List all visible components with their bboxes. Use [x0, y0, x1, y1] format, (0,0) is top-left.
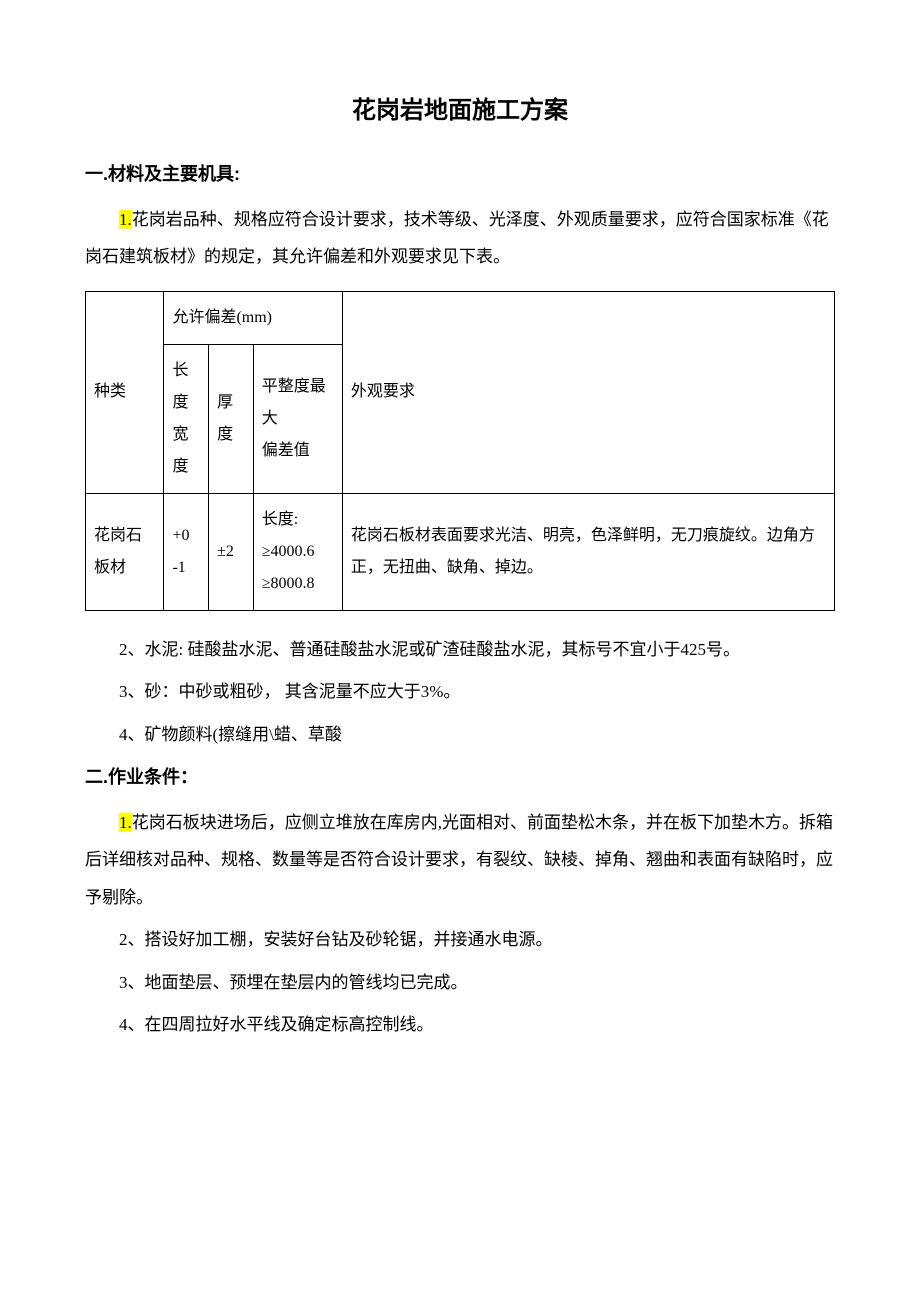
table-cell: +0 -1 — [164, 493, 209, 610]
section-1-item-1: 1.花岗岩品种、规格应符合设计要求，技术等级、光泽度、外观质量要求，应符合国家标… — [85, 201, 835, 276]
cell-text: 长度: — [262, 511, 298, 528]
table-cell: 长度: ≥4000.6 ≥8000.8 — [253, 493, 342, 610]
highlight-marker: 1. — [119, 210, 132, 229]
cell-text: 平整度最大 — [262, 378, 326, 427]
cell-text: -1 — [172, 559, 185, 576]
section-1-item-3: 3、砂：中砂或粗砂， 其含泥量不应大于3%。 — [85, 673, 835, 710]
section-2-item-1-text: 花岗石板块进场后，应侧立堆放在库房内,光面相对、前面垫松木条，并在板下加垫木方。… — [85, 813, 833, 907]
highlight-marker: 1. — [119, 813, 132, 832]
table-cell: ±2 — [209, 493, 254, 610]
section-1-item-4: 4、矿物颜料(擦缝用\蜡、草酸 — [85, 716, 835, 753]
cell-text: 宽度 — [172, 426, 188, 475]
table-row: 种类 允许偏差(mm) 外观要求 — [86, 291, 835, 344]
cell-text: +0 — [172, 527, 189, 544]
cell-text: 长度 — [172, 362, 188, 411]
spec-table: 种类 允许偏差(mm) 外观要求 长度 宽度 厚度 平整度最大 偏差值 花岗石板… — [85, 291, 835, 611]
cell-text: ≥8000.8 — [262, 575, 315, 592]
table-cell: 花岗石板材 — [86, 493, 164, 610]
table-cell: 花岗石板材表面要求光洁、明亮，色泽鲜明，无刀痕旋纹。边角方正，无扭曲、缺角、掉边… — [342, 493, 834, 610]
table-header-cell: 厚度 — [209, 344, 254, 493]
table-row: 花岗石板材 +0 -1 ±2 长度: ≥4000.6 ≥8000.8 花岗石板材… — [86, 493, 835, 610]
section-2-item-1: 1.花岗石板块进场后，应侧立堆放在库房内,光面相对、前面垫松木条，并在板下加垫木… — [85, 804, 835, 916]
table-header-cell: 长度 宽度 — [164, 344, 209, 493]
table-header-cell: 允许偏差(mm) — [164, 291, 342, 344]
table-header-cell: 种类 — [86, 291, 164, 493]
section-2-heading: 二.作业条件： — [85, 763, 835, 789]
section-2-item-4: 4、在四周拉好水平线及确定标高控制线。 — [85, 1006, 835, 1043]
section-1-item-2: 2、水泥: 硅酸盐水泥、普通硅酸盐水泥或矿渣硅酸盐水泥，其标号不宜小于425号。 — [85, 631, 835, 668]
table-header-cell: 平整度最大 偏差值 — [253, 344, 342, 493]
table-header-cell: 外观要求 — [342, 291, 834, 493]
section-2-item-3: 3、地面垫层、预埋在垫层内的管线均已完成。 — [85, 964, 835, 1001]
section-1-heading: 一.材料及主要机具: — [85, 160, 835, 186]
cell-text: 偏差值 — [262, 442, 310, 459]
section-2-item-2: 2、搭设好加工棚，安装好台钻及砂轮锯，并接通水电源。 — [85, 921, 835, 958]
section-1-item-1-text: 花岗岩品种、规格应符合设计要求，技术等级、光泽度、外观质量要求，应符合国家标准《… — [85, 210, 829, 266]
document-title: 花岗岩地面施工方案 — [85, 90, 835, 125]
cell-text: ≥4000.6 — [262, 543, 315, 560]
